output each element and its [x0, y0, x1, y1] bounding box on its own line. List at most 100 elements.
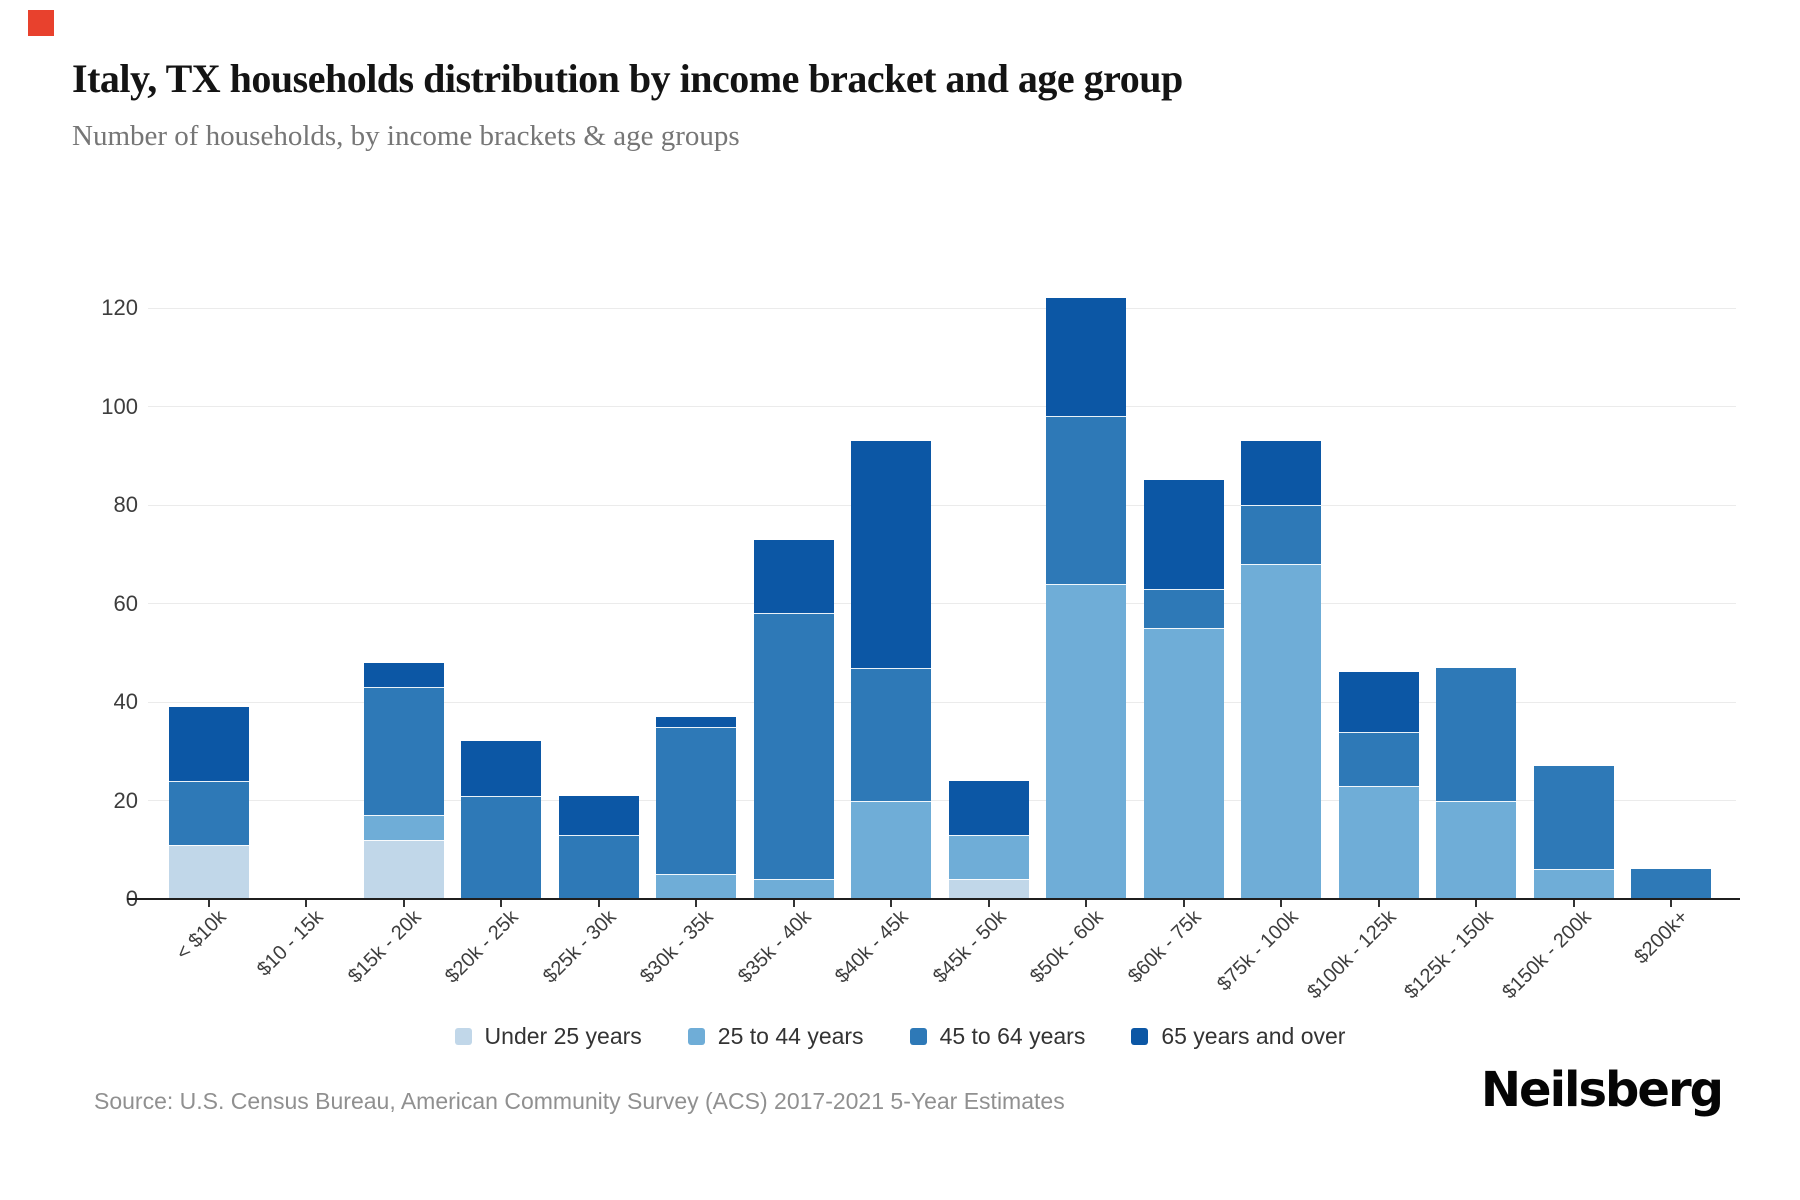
x-tick-label: $20k - 25k	[441, 906, 523, 988]
plot-area	[160, 298, 1721, 899]
legend-item: 65 years and over	[1131, 1023, 1345, 1050]
bar-slot	[453, 308, 551, 899]
x-tick-label: $30k - 35k	[636, 906, 718, 988]
bar-slot	[1038, 298, 1136, 899]
bar-segment	[363, 815, 444, 840]
bar-segment	[753, 539, 834, 614]
bar-segment	[1436, 800, 1517, 899]
bar-segment	[363, 687, 444, 816]
x-tick-label: $150k - 200k	[1497, 906, 1596, 1004]
y-tick-label: 20	[113, 787, 138, 813]
x-tick	[207, 900, 210, 907]
x-tick	[402, 900, 405, 907]
legend-swatch	[687, 1027, 705, 1045]
stacked-bar	[1338, 672, 1419, 899]
bar-segment	[461, 795, 542, 899]
x-tick	[792, 900, 795, 907]
x-tick	[1182, 900, 1185, 907]
bar-segment	[558, 795, 639, 835]
stacked-bar	[753, 539, 834, 899]
bar-segment	[168, 844, 249, 899]
gridline	[148, 701, 1736, 703]
bar-segment	[1631, 869, 1712, 899]
x-tick-label: $50k - 60k	[1026, 906, 1108, 988]
bar-slot	[1623, 308, 1721, 899]
bar-segment	[656, 726, 737, 875]
x-tick-label: $100k - 125k	[1302, 906, 1401, 1004]
bar-segment	[1241, 441, 1322, 506]
legend-label: 25 to 44 years	[717, 1022, 864, 1049]
bar-segment	[948, 835, 1029, 880]
bar-slot	[1330, 308, 1428, 899]
stacked-bar	[1436, 667, 1517, 899]
bar-segment	[1143, 480, 1224, 589]
stacked-bar	[1241, 441, 1322, 899]
bar-segment	[1046, 583, 1127, 899]
bar-slot	[160, 308, 258, 899]
legend-label: 45 to 64 years	[939, 1022, 1086, 1049]
stacked-bar	[558, 795, 639, 899]
stacked-bar	[168, 706, 249, 899]
bar-slot	[648, 308, 746, 899]
legend-swatch	[909, 1027, 927, 1045]
x-tick	[890, 900, 893, 907]
x-tick	[695, 900, 698, 907]
bar-segment	[168, 706, 249, 781]
x-tick-label: $75k - 100k	[1213, 906, 1303, 996]
y-tick-label: 120	[101, 295, 138, 320]
x-tick-label: $25k - 30k	[538, 906, 621, 988]
stacked-bar	[1046, 298, 1127, 899]
x-tick-label: $15k - 20k	[343, 906, 426, 988]
bar-segment	[1533, 869, 1614, 899]
neilsberg-logo: Neilsberg	[1480, 1062, 1724, 1118]
x-tick	[1280, 900, 1283, 907]
gridline	[148, 406, 1736, 407]
x-tick-label: < $10k	[171, 906, 231, 965]
x-tick-label: $200k+	[1630, 906, 1693, 969]
x-tick-label: $10 - 15k	[253, 906, 328, 981]
x-tick	[987, 900, 990, 907]
bar-segment	[656, 716, 737, 727]
x-tick	[597, 900, 600, 907]
bar-segment	[1338, 731, 1419, 786]
x-tick-label: $60k - 75k	[1123, 906, 1206, 988]
x-tick	[305, 900, 308, 907]
y-tick-label: 60	[113, 590, 138, 616]
chart-subtitle: Number of households, by income brackets…	[72, 120, 740, 152]
x-tick	[1572, 900, 1575, 907]
x-tick	[1085, 900, 1088, 907]
bar-segment	[1241, 564, 1322, 899]
bar-slot	[1428, 308, 1526, 899]
bar-segment	[363, 662, 444, 688]
bar-segment	[948, 780, 1029, 835]
gridline	[148, 603, 1736, 604]
bar-segment	[851, 667, 932, 801]
y-tick-label: 100	[101, 393, 138, 419]
bar-segment	[1533, 766, 1614, 870]
bar-slot	[940, 308, 1038, 899]
stacked-bar	[948, 780, 1029, 899]
bar-segment	[753, 879, 834, 899]
stacked-bar	[1143, 480, 1224, 899]
red-indicator-square	[28, 10, 54, 36]
bar-slot	[843, 308, 941, 899]
stacked-bar	[363, 662, 444, 899]
gridline	[148, 504, 1736, 506]
legend-swatch	[1131, 1027, 1149, 1045]
x-tick-label: $45k - 50k	[928, 906, 1011, 988]
bar-slot	[355, 308, 453, 899]
bar-segment	[168, 780, 249, 845]
bar-segment	[1338, 672, 1419, 732]
bar-segment	[1436, 667, 1517, 801]
bar-segment	[1241, 505, 1322, 565]
bar-segment	[851, 800, 932, 899]
bar-segment	[851, 440, 932, 668]
x-tick	[500, 900, 503, 907]
y-tick-label: 40	[113, 689, 138, 714]
x-axis-line	[127, 898, 1740, 900]
bar-slot	[550, 308, 648, 899]
legend-label: 65 years and over	[1161, 1022, 1346, 1049]
x-tick-label: $40k - 45k	[831, 906, 913, 988]
legend-swatch	[454, 1027, 472, 1045]
